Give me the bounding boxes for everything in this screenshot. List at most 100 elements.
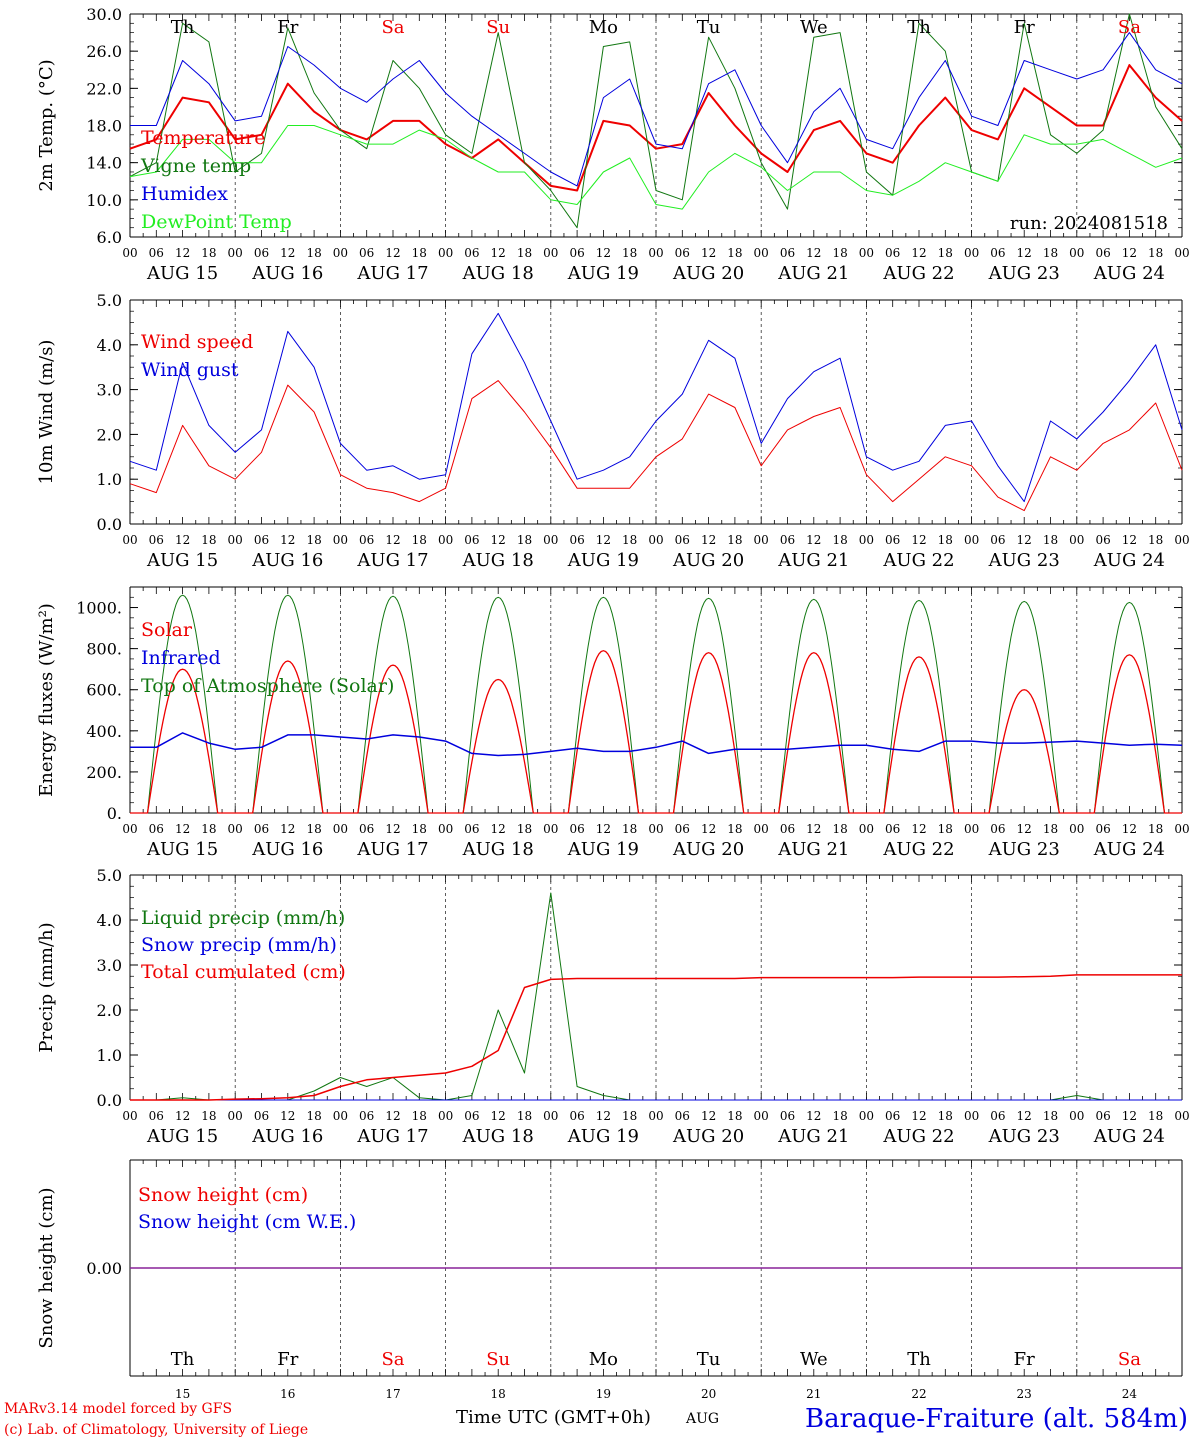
hour-tick-label: 00 <box>438 822 453 836</box>
y-tick-label: 3.0 <box>97 381 122 400</box>
date-label: AUG 15 <box>146 839 218 860</box>
panel-3: 0. 200. 400. 600. 800. 1000. Energy fluxes (W/… <box>36 586 1190 860</box>
y-axis-label: 10m Wind (m/s) <box>36 340 57 485</box>
date-label: AUG 20 <box>672 263 744 284</box>
hour-tick-label: 00 <box>1069 533 1084 547</box>
series-line <box>130 974 1182 1101</box>
hour-tick-label: 12 <box>806 533 821 547</box>
hour-tick-label: 12 <box>175 822 190 836</box>
hour-tick-label: 18 <box>517 533 532 547</box>
y-tick-label: 26.0 <box>86 42 122 61</box>
hour-tick-label: 06 <box>569 246 584 260</box>
day-label: Th <box>907 1349 931 1370</box>
hour-tick-label: 06 <box>149 533 164 547</box>
hour-tick-label: 00 <box>648 246 663 260</box>
hour-tick-label: 12 <box>385 1109 400 1123</box>
date-label: AUG 15 <box>146 1126 218 1147</box>
panel-1: 6.0 10.0 14.0 18.0 22.0 26.0 30.0 2m Temp. (°C)… <box>36 5 1190 284</box>
hour-tick-label: 12 <box>911 1109 926 1123</box>
hour-tick-label: 06 <box>780 822 795 836</box>
hour-tick-label: 00 <box>228 822 243 836</box>
y-axis-label: 2m Temp. (°C) <box>36 59 57 191</box>
hour-tick-label: 06 <box>780 533 795 547</box>
hour-tick-label: 06 <box>990 533 1005 547</box>
day-label: Th <box>171 17 195 38</box>
date-label: AUG 22 <box>882 1126 954 1147</box>
y-tick-label: 5.0 <box>97 291 122 310</box>
hour-tick-label: 12 <box>175 533 190 547</box>
date-label: AUG 21 <box>777 839 849 860</box>
y-tick-label: 6.0 <box>97 228 122 247</box>
hour-tick-label: 18 <box>412 533 427 547</box>
series-line <box>129 64 1183 192</box>
y-tick-label: 4.0 <box>97 911 122 930</box>
date-label: AUG 22 <box>882 263 954 284</box>
hour-tick-label: 12 <box>491 533 506 547</box>
date-label: AUG 19 <box>567 263 639 284</box>
y-tick-label: 1.0 <box>97 1046 122 1065</box>
date-label: AUG 19 <box>567 839 639 860</box>
hour-tick-label: 18 <box>517 822 532 836</box>
hour-tick-label: 00 <box>333 533 348 547</box>
hour-tick-label: 18 <box>1043 1109 1058 1123</box>
hour-tick-label: 18 <box>517 246 532 260</box>
hour-tick-label: 18 <box>517 1109 532 1123</box>
hour-tick-label: 00 <box>1069 822 1084 836</box>
hour-tick-label: 00 <box>1174 533 1189 547</box>
date-label: AUG 20 <box>672 1126 744 1147</box>
hour-tick-label: 12 <box>1122 1109 1137 1123</box>
hour-tick-label: 06 <box>990 822 1005 836</box>
hour-tick-label: 00 <box>122 246 137 260</box>
y-tick-label: 0.0 <box>97 515 122 534</box>
hour-tick-label: 18 <box>1148 246 1163 260</box>
date-label: AUG 16 <box>251 1126 323 1147</box>
hour-tick-label: 12 <box>491 1109 506 1123</box>
hour-tick-label: 00 <box>438 533 453 547</box>
hour-tick-label: 00 <box>543 822 558 836</box>
hour-tick-label: 06 <box>254 1109 269 1123</box>
hour-tick-label: 18 <box>727 246 742 260</box>
hour-tick-label: 00 <box>333 822 348 836</box>
hour-tick-label: 12 <box>911 533 926 547</box>
hour-tick-label: 12 <box>596 533 611 547</box>
hour-tick-label: 12 <box>1017 1109 1032 1123</box>
day-label: Su <box>486 17 510 38</box>
hour-tick-label: 12 <box>385 246 400 260</box>
legend-entry: Snow height (cm W.E.) <box>138 1211 356 1233</box>
day-label: Sa <box>1118 1349 1141 1370</box>
date-label: AUG 20 <box>672 839 744 860</box>
date-label: AUG 17 <box>356 1126 428 1147</box>
hour-tick-label: 06 <box>149 1109 164 1123</box>
date-label: AUG 23 <box>988 1126 1060 1147</box>
hour-tick-label: 18 <box>412 822 427 836</box>
hour-tick-label: 00 <box>648 822 663 836</box>
hour-tick-label: 18 <box>832 246 847 260</box>
hour-tick-label: 00 <box>859 246 874 260</box>
date-label: AUG 18 <box>462 263 534 284</box>
y-tick-label: 2.0 <box>97 1001 122 1020</box>
legend-entry: Vigne temp <box>140 155 251 177</box>
hour-tick-label: 00 <box>1069 1109 1084 1123</box>
hour-tick-label: 00 <box>859 1109 874 1123</box>
hour-tick-label: 18 <box>622 1109 637 1123</box>
hour-tick-label: 06 <box>675 246 690 260</box>
series-line <box>129 380 1183 512</box>
day-label: Th <box>907 17 931 38</box>
day-label: Fr <box>277 17 298 38</box>
day-number: 18 <box>491 1387 506 1401</box>
hour-tick-label: 06 <box>149 246 164 260</box>
y-tick-label: 400. <box>86 722 122 741</box>
hour-tick-label: 12 <box>596 1109 611 1123</box>
footer: MARv3.14 model forced by GFS (c) Lab. of … <box>4 1401 1188 1438</box>
legend-entry: Snow precip (mm/h) <box>141 934 337 956</box>
hour-tick-label: 06 <box>359 533 374 547</box>
hour-tick-label: 18 <box>306 533 321 547</box>
hour-tick-label: 06 <box>254 533 269 547</box>
hour-tick-label: 06 <box>990 1109 1005 1123</box>
hour-tick-label: 12 <box>280 533 295 547</box>
legend-entry: DewPoint Temp <box>141 211 292 233</box>
hour-tick-label: 12 <box>701 533 716 547</box>
day-label: We <box>800 1349 828 1370</box>
hour-tick-label: 00 <box>438 1109 453 1123</box>
hour-tick-label: 06 <box>569 533 584 547</box>
